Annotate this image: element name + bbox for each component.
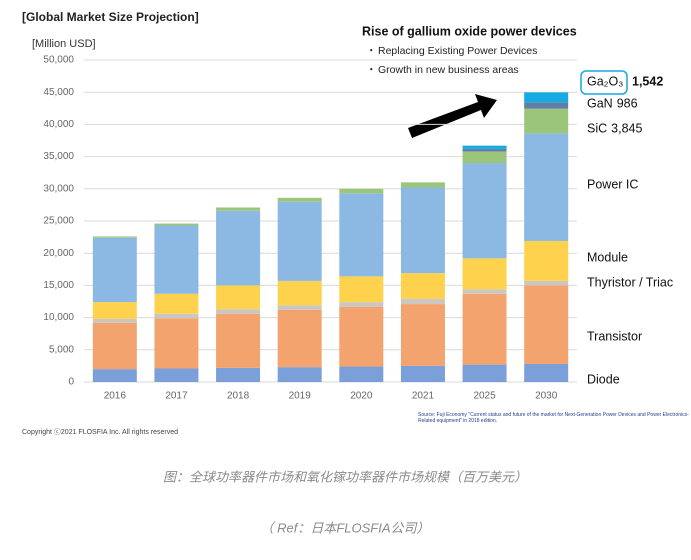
x-tick-label: 2017 bbox=[165, 391, 188, 402]
bar-segment bbox=[462, 364, 507, 382]
legend-label: Thyristor / Triac bbox=[587, 275, 673, 289]
ref: （ Ref：日本FLOSFIA公司） bbox=[260, 520, 429, 535]
legend-label: Power IC bbox=[587, 177, 638, 191]
bar-segment bbox=[339, 188, 384, 194]
legend-value: 3,845 bbox=[611, 121, 642, 135]
legend-label: GaN bbox=[587, 96, 613, 110]
bar-segment bbox=[154, 293, 199, 314]
y-tick-label: 10,000 bbox=[43, 312, 74, 323]
bar-segment bbox=[400, 187, 445, 274]
bar-segment bbox=[154, 313, 199, 319]
bar-segment bbox=[339, 193, 384, 277]
source-box: Source: Fuji Economy "Current status and… bbox=[418, 412, 689, 424]
bar-segment bbox=[400, 182, 445, 188]
bar-segment bbox=[339, 306, 384, 367]
bar-segment bbox=[524, 363, 569, 382]
bar-segment bbox=[462, 289, 507, 294]
bar-segment bbox=[524, 133, 569, 241]
y-tick-label: 20,000 bbox=[43, 248, 74, 259]
x-tick-label: 2021 bbox=[412, 391, 435, 402]
bar-segment bbox=[92, 318, 137, 323]
chart-title: [Global Market Size Projection] bbox=[22, 10, 199, 24]
bar-segment bbox=[216, 309, 261, 314]
y-tick-label: 30,000 bbox=[43, 183, 74, 194]
y-tick-label: 40,000 bbox=[43, 119, 74, 130]
bar-segment bbox=[216, 210, 261, 286]
bar-segment bbox=[277, 309, 322, 368]
bar-segment bbox=[400, 365, 445, 382]
x-tick-label: 2019 bbox=[289, 391, 312, 402]
y-tick-label: 25,000 bbox=[43, 216, 74, 227]
y-tick-label: 45,000 bbox=[43, 87, 74, 98]
legend-label: Transistor bbox=[587, 329, 642, 343]
legend-label: Module bbox=[587, 250, 628, 264]
bar-segment bbox=[277, 367, 322, 382]
bar-segment bbox=[154, 225, 199, 294]
bar-segment bbox=[400, 304, 445, 366]
bar-segment bbox=[154, 318, 199, 369]
x-tick-label: 2025 bbox=[473, 391, 496, 402]
x-tick-label: 2020 bbox=[350, 391, 373, 402]
bar-segment bbox=[216, 285, 261, 310]
bar-segment bbox=[524, 240, 569, 281]
bar-segment bbox=[462, 151, 507, 164]
bar-segment bbox=[524, 102, 569, 109]
bar-segment bbox=[277, 197, 322, 202]
arrow bbox=[408, 94, 497, 138]
bar-segment bbox=[277, 280, 322, 306]
bar-segment bbox=[92, 302, 137, 319]
x-tick-label: 2016 bbox=[104, 391, 127, 402]
bar-segment bbox=[462, 163, 507, 259]
y-tick-label: 5,000 bbox=[49, 344, 74, 355]
bar-segment bbox=[92, 322, 137, 370]
legend-value: 1,542 bbox=[632, 74, 663, 88]
bar-segment bbox=[277, 201, 322, 281]
bar-segment bbox=[339, 366, 384, 382]
bar-segment bbox=[339, 302, 384, 307]
y-tick-label: 15,000 bbox=[43, 280, 74, 291]
annotation-bullet: Replacing Existing Power Devices bbox=[378, 45, 537, 57]
bar-segment bbox=[92, 237, 137, 303]
bar-segment bbox=[154, 223, 199, 226]
y-tick-label: 0 bbox=[68, 377, 74, 388]
legend-label: Diode bbox=[587, 372, 620, 386]
bar-segment bbox=[154, 368, 199, 382]
annotation-title: Rise of gallium oxide power devices bbox=[362, 24, 577, 38]
annotation-bullet: Growth in new business areas bbox=[378, 64, 519, 76]
y-axis-label: [Million USD] bbox=[32, 38, 96, 50]
bar-segment bbox=[462, 145, 507, 149]
bar-segment bbox=[524, 280, 569, 286]
annotation-bullet: ・ bbox=[366, 45, 377, 57]
bar-segment bbox=[524, 285, 569, 364]
bar-segment bbox=[462, 293, 507, 365]
x-tick-label: 2018 bbox=[227, 391, 250, 402]
bar-segment bbox=[462, 258, 507, 290]
bar-segment bbox=[524, 92, 569, 103]
y-tick-label: 50,000 bbox=[43, 55, 74, 66]
bar-segment bbox=[92, 236, 137, 238]
source: Source: Fuji Economy "Current status and… bbox=[418, 412, 689, 424]
bar-segment bbox=[524, 108, 569, 134]
y-tick-label: 35,000 bbox=[43, 151, 74, 162]
copyright: Copyright ⓒ2021 FLOSFIA Inc. All rights … bbox=[22, 428, 178, 436]
bar-segment bbox=[400, 273, 445, 299]
legend-value: 986 bbox=[617, 96, 638, 110]
legend-label: SiC bbox=[587, 121, 607, 135]
bar-segment bbox=[216, 207, 261, 211]
bar-segment bbox=[92, 369, 137, 382]
x-tick-label: 2030 bbox=[535, 391, 558, 402]
bar-segment bbox=[462, 148, 507, 152]
ga2o3-box bbox=[580, 70, 628, 95]
bar-segment bbox=[216, 313, 261, 368]
bar-segment bbox=[400, 298, 445, 305]
bar-segment bbox=[216, 367, 261, 382]
annotation-bullet: ・ bbox=[366, 64, 377, 76]
bar-segment bbox=[277, 305, 322, 310]
caption: 图：全球功率器件市场和氧化镓功率器件市场规模（百万美元） bbox=[163, 469, 527, 484]
legend-label: Ga₂O₃ bbox=[587, 74, 623, 88]
bar-segment bbox=[339, 276, 384, 303]
